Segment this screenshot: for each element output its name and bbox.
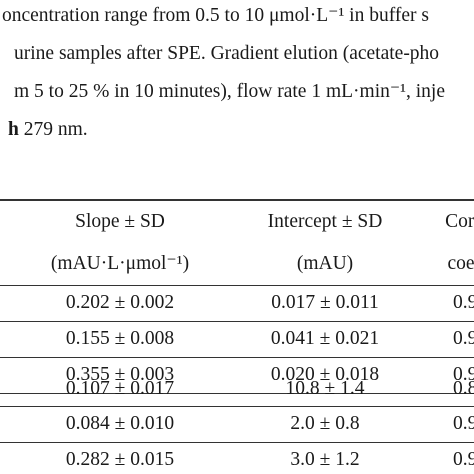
intercept-cell: 0.017 ± 0.011 [271,292,379,313]
caption-line-3: m 5 to 25 % in 10 minutes), flow rate 1 … [14,81,445,102]
intercept-cell: 0.020 ± 0.018 [270,364,380,385]
row-divider [0,321,474,322]
table-caption: oncentration range from 0.5 to 10 μmol·L… [0,0,474,140]
correlation-cell: 0.98 [452,328,474,349]
correlation-cell: 0.98 [452,449,474,470]
correlation-cell: 0.98 [452,413,474,434]
slope-cell: 0.202 ± 0.002 [65,292,175,313]
caption-line-4: h 279 nm. [8,118,88,140]
caption-bold-fragment: h [8,119,19,140]
caption-line-4-text: 279 nm. [18,119,88,140]
slope-cell: 0.355 ± 0.003 [65,364,175,385]
slope-cell: 0.282 ± 0.015 [65,449,175,470]
header-correlation-unit: coeffi [447,253,474,274]
slope-cell: 0.084 ± 0.010 [65,413,175,434]
header-rule [0,285,474,286]
intercept-cell: 2.0 ± 0.8 [290,413,360,434]
correlation-cell: 0.88 [452,378,474,399]
table-top-rule [0,199,474,201]
caption-line-1: oncentration range from 0.5 to 10 μmol·L… [2,5,429,26]
intercept-cell: 10.8 ± 1.4 [285,378,365,399]
intercept-cell: 3.0 ± 1.2 [290,449,360,470]
slope-cell: 0.155 ± 0.008 [65,328,175,349]
row-divider [0,393,474,394]
intercept-cell: 0.041 ± 0.021 [270,328,380,349]
row-divider [0,406,474,407]
header-slope-unit: (mAU·L·μmol⁻¹) [50,253,190,274]
row-divider [0,442,474,443]
row-divider [0,357,474,358]
header-correlation: Correl [445,211,474,232]
slope-cell: 0.107 ± 0.017 [65,378,175,399]
correlation-cell: 0.98 [452,292,474,313]
header-intercept: Intercept ± SD [267,211,383,232]
header-slope: Slope ± SD [75,211,165,232]
correlation-cell: 0.99 [452,364,474,385]
header-intercept-unit: (mAU) [296,253,354,274]
caption-line-2: urine samples after SPE. Gradient elutio… [14,43,440,64]
